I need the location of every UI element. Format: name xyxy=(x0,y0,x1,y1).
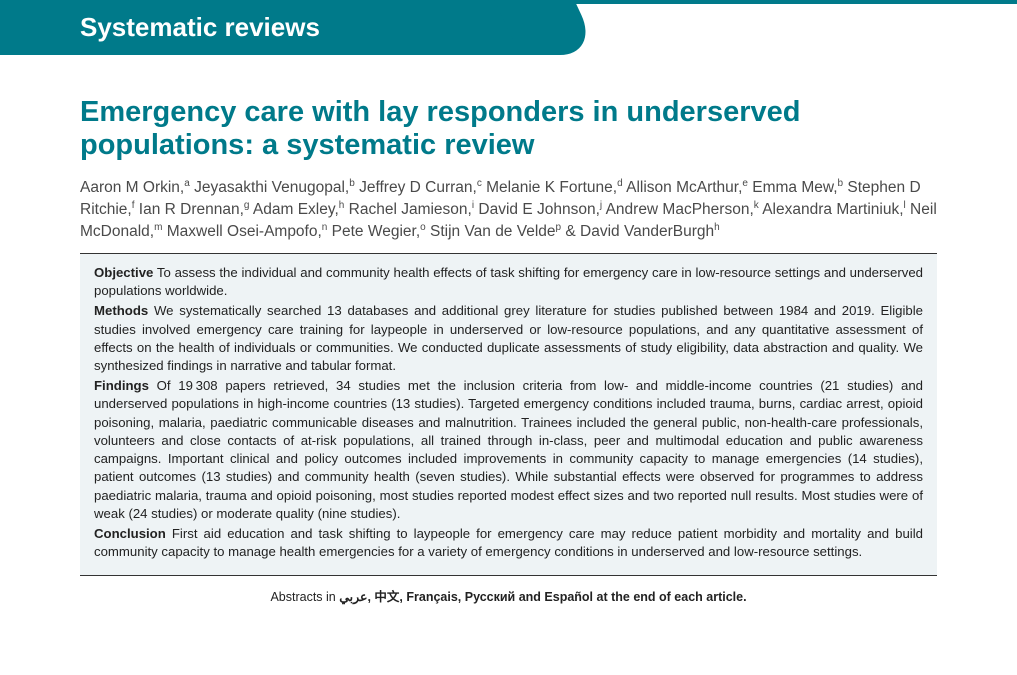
abstract-findings: Findings Of 19 308 papers retrieved, 34 … xyxy=(94,377,923,523)
header-top-rule xyxy=(560,0,1017,4)
article-content: Emergency care with lay responders in un… xyxy=(0,56,1017,615)
conclusion-label: Conclusion xyxy=(94,526,166,541)
languages-list: عربي, 中文, Français, Русский and Español xyxy=(339,590,593,604)
languages-prefix: Abstracts in xyxy=(270,590,339,604)
findings-text: Of 19 308 papers retrieved, 34 studies m… xyxy=(94,378,923,521)
languages-note: Abstracts in عربي, 中文, Français, Русский… xyxy=(80,586,937,605)
section-label-text: Systematic reviews xyxy=(80,12,320,42)
abstract-box: Objective To assess the individual and c… xyxy=(80,254,937,577)
methods-label: Methods xyxy=(94,303,148,318)
abstract-objective: Objective To assess the individual and c… xyxy=(94,264,923,300)
section-label: Systematic reviews xyxy=(0,0,560,55)
article-title: Emergency care with lay responders in un… xyxy=(80,96,937,163)
languages-suffix: at the end of each article. xyxy=(593,590,747,604)
section-header: Systematic reviews xyxy=(0,0,1017,56)
findings-label: Findings xyxy=(94,378,149,393)
author-list: Aaron M Orkin,a Jeyasakthi Venugopal,b J… xyxy=(80,177,937,243)
abstract-conclusion: Conclusion First aid education and task … xyxy=(94,525,923,561)
abstract-methods: Methods We systematically searched 13 da… xyxy=(94,302,923,375)
methods-text: We systematically searched 13 databases … xyxy=(94,303,923,373)
conclusion-text: First aid education and task shifting to… xyxy=(94,526,923,559)
objective-text: To assess the individual and community h… xyxy=(94,265,923,298)
objective-label: Objective xyxy=(94,265,153,280)
